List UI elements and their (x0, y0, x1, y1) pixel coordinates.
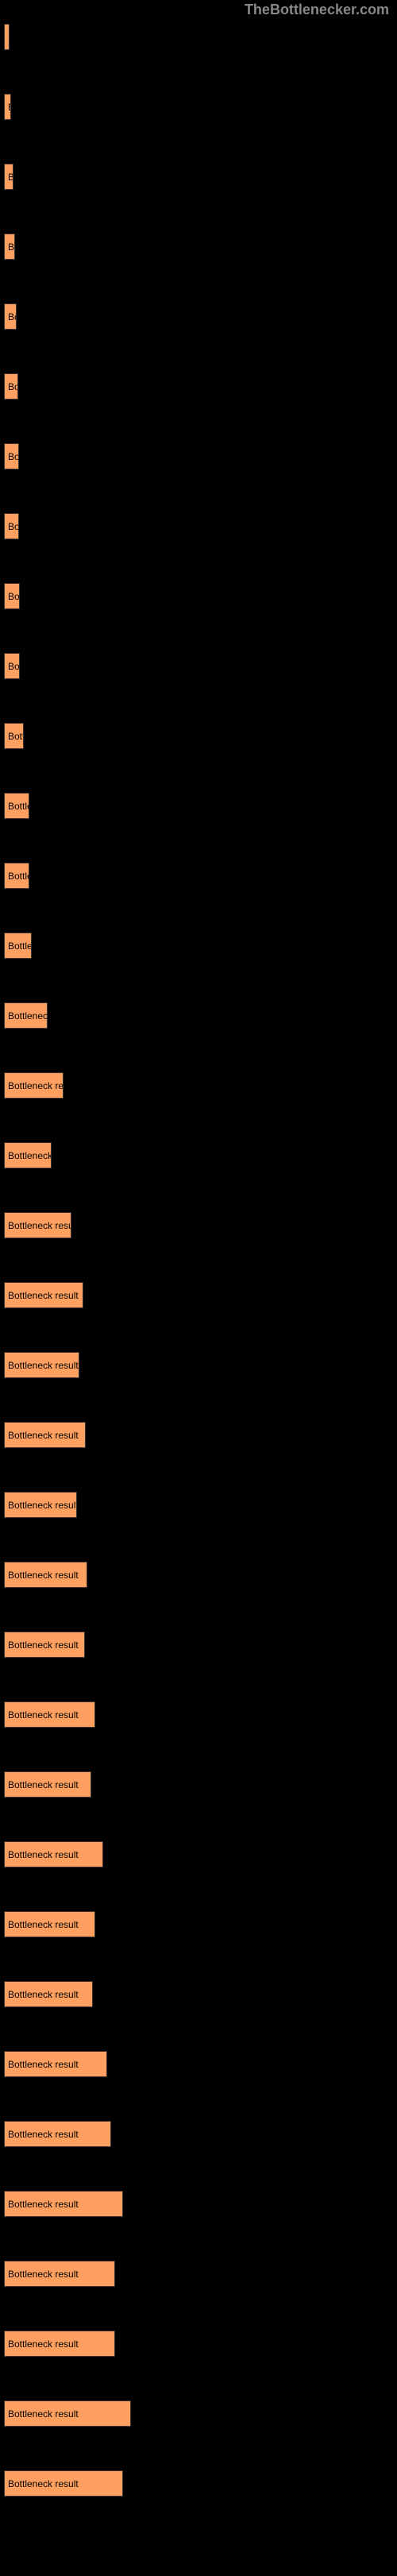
bar-row: Bottleneck result (4, 2121, 393, 2147)
bar: Bottleneck result (4, 94, 11, 120)
bar-row: Bottleneck result (4, 1002, 393, 1029)
bar: Bottleneck result (4, 1352, 79, 1378)
bar-row: Bottleneck result (4, 583, 393, 609)
bar: Bottleneck result (4, 1072, 64, 1099)
bar-row: Bottleneck result (4, 303, 393, 330)
bar: Bottleneck result (4, 583, 20, 609)
bar: Bottleneck result (4, 513, 19, 539)
bar-row: Bottleneck result (4, 793, 393, 819)
bar-row: Bottleneck result (4, 1072, 393, 1099)
bar: Bottleneck result (4, 2191, 123, 2217)
bar: Bottleneck result (4, 1632, 85, 1658)
bar-row: Bottleneck result (4, 2470, 393, 2497)
bar: Bottleneck result (4, 234, 15, 260)
bar-row: Bottleneck result (4, 1422, 393, 1448)
bar: Bottleneck result (4, 2331, 115, 2357)
bar-row: Bottleneck result (4, 164, 393, 190)
bar-row: Bottleneck result (4, 1701, 393, 1728)
bar: Bottleneck result (4, 2121, 111, 2147)
bar: Bottleneck result (4, 723, 24, 749)
bar-row: Bottleneck result (4, 2331, 393, 2357)
bar: Bottleneck result (4, 1981, 93, 2007)
bar-row: Bottleneck result (4, 863, 393, 889)
bar-row: Bottleneck result (4, 1212, 393, 1238)
bar-chart: Bottleneck result Bottleneck result Bottle… (0, 0, 397, 2544)
bar: Bottleneck result (4, 164, 13, 190)
bar-row: Bottleneck result (4, 1492, 393, 1518)
bar: Bottleneck result (4, 1422, 86, 1448)
bar-row: Bottleneck result (4, 1632, 393, 1658)
bar: Bottleneck result (4, 1841, 103, 1867)
bar: Bottleneck result (4, 303, 17, 330)
bar: Bottleneck result (4, 653, 20, 679)
bar: Bottleneck result (4, 373, 18, 400)
bar: Bottleneck result (4, 1562, 87, 1588)
bar: Bottleneck result (4, 863, 29, 889)
bar: Bottleneck result (4, 1212, 71, 1238)
bar: Bottleneck result (4, 1002, 48, 1029)
bar-row: Bottleneck result (4, 933, 393, 959)
bar: Bottleneck result (4, 1911, 95, 1937)
bar-row: Bottleneck result (4, 723, 393, 749)
bar: Bottleneck result (4, 443, 19, 469)
bar: Bottleneck result (4, 1142, 52, 1168)
bar-row: Bottleneck result (4, 1911, 393, 1937)
bar-row: Bottleneck result (4, 1282, 393, 1308)
bar: Bottleneck result (4, 933, 32, 959)
watermark-text: TheBottlenecker.com (245, 2, 389, 18)
bar: Bottleneck result (4, 1701, 95, 1728)
bar: Bottleneck result (4, 2400, 131, 2427)
bar-row: Bottleneck result (4, 443, 393, 469)
bar: Bottleneck result (4, 24, 10, 50)
bar: Bottleneck result (4, 2470, 123, 2497)
bar: Bottleneck result (4, 1771, 91, 1798)
bar-row: Bottleneck result (4, 2051, 393, 2077)
bar-row: Bottleneck result (4, 1562, 393, 1588)
bar-row: Bottleneck result (4, 2191, 393, 2217)
bar: Bottleneck result (4, 2261, 115, 2287)
bar-row: Bottleneck result (4, 2261, 393, 2287)
bar: Bottleneck result (4, 793, 29, 819)
bar-row: Bottleneck result (4, 24, 393, 50)
bar-row: Bottleneck result (4, 513, 393, 539)
bar-row: Bottleneck result (4, 373, 393, 400)
bar-row: Bottleneck result (4, 234, 393, 260)
bar: Bottleneck result (4, 1492, 77, 1518)
bar-row: Bottleneck result (4, 94, 393, 120)
bar-row: Bottleneck result (4, 1142, 393, 1168)
bar-row: Bottleneck result (4, 1771, 393, 1798)
bar: Bottleneck result (4, 2051, 107, 2077)
bar-row: Bottleneck result (4, 1352, 393, 1378)
bar-row: Bottleneck result (4, 1841, 393, 1867)
bar: Bottleneck result (4, 1282, 83, 1308)
bar-row: Bottleneck result (4, 1981, 393, 2007)
bar-row: Bottleneck result (4, 653, 393, 679)
bar-row: Bottleneck result (4, 2400, 393, 2427)
